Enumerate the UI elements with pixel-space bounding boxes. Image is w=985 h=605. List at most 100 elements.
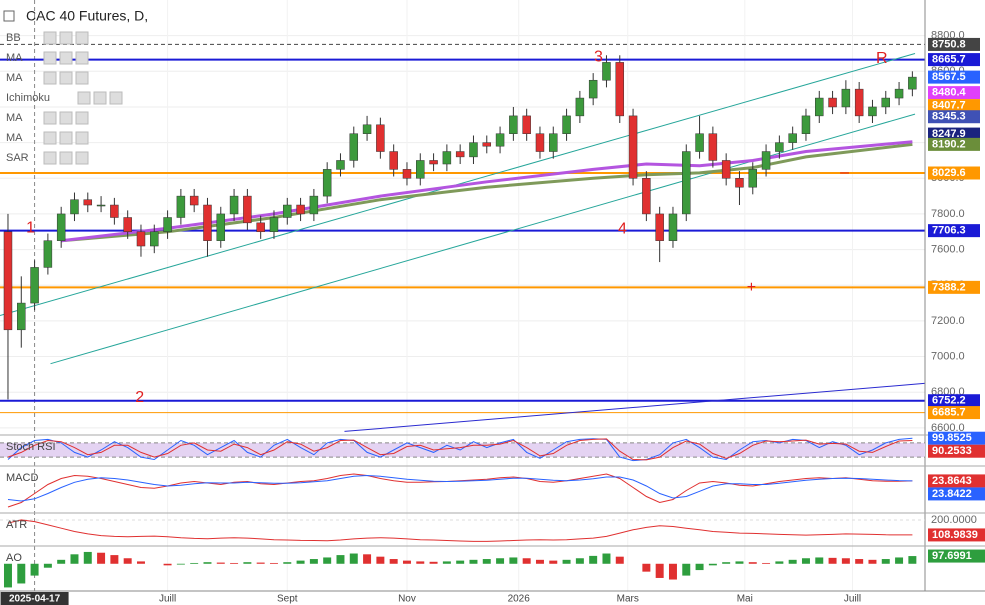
candle-body (628, 115, 638, 179)
candle-body (495, 133, 505, 147)
candle-body (708, 133, 718, 161)
candle-body (136, 231, 146, 247)
histogram-bar (615, 556, 624, 564)
candle-body (854, 88, 864, 117)
annotation: 4 (618, 220, 627, 237)
candle-body (389, 151, 398, 170)
indicator-button[interactable] (59, 151, 73, 165)
indicator-button[interactable] (43, 71, 57, 85)
candle-body (655, 213, 664, 241)
x-tick-label: Juill (844, 594, 861, 605)
indicator-button[interactable] (75, 151, 89, 165)
histogram-bar (775, 561, 784, 564)
candle-body (735, 178, 744, 188)
histogram-bar (828, 557, 837, 564)
candle-body (3, 231, 13, 331)
candle-body (429, 160, 438, 165)
price-label: 8750.8 (932, 38, 966, 50)
value-label: 108.9839 (932, 529, 978, 541)
histogram-bar (43, 563, 52, 568)
candle-body (376, 124, 385, 152)
indicator-button[interactable] (43, 151, 57, 165)
price-label: 7706.3 (932, 225, 966, 237)
histogram-bar (389, 559, 398, 564)
candle-body (761, 151, 771, 170)
price-label: 8345.3 (932, 111, 966, 123)
price-label-box (928, 166, 980, 180)
indicator-button[interactable] (75, 111, 89, 125)
indicator-button[interactable] (77, 91, 91, 105)
histogram-bar (655, 563, 664, 578)
candle-body (615, 62, 625, 117)
y-tick-label: 200.0000 (931, 514, 977, 526)
indicator-button[interactable] (43, 31, 57, 45)
y-tick-label: 7800.0 (931, 208, 965, 220)
y-tick-label: 7200.0 (931, 315, 965, 327)
indicator-button[interactable] (59, 31, 73, 45)
histogram-bar (895, 557, 904, 564)
histogram-bar (575, 558, 584, 564)
indicator-button[interactable] (43, 111, 57, 125)
indicator-label: MA (6, 112, 23, 124)
indicator-button[interactable] (59, 71, 73, 85)
candle-body (216, 213, 226, 241)
histogram-bar (203, 562, 212, 564)
band (0, 442, 925, 458)
indicator-button[interactable] (59, 131, 73, 145)
candle-body (349, 133, 359, 161)
indicator-button[interactable] (59, 111, 73, 125)
histogram-bar (442, 561, 451, 564)
candle-body (123, 217, 132, 233)
legend-icon (3, 10, 15, 22)
candle-body (509, 115, 518, 134)
indicator-button[interactable] (75, 131, 89, 145)
y-tick-label: 7600.0 (931, 243, 965, 255)
candle-body (549, 133, 558, 152)
indicator-button[interactable] (43, 131, 57, 145)
histogram-bar (57, 559, 66, 564)
histogram-bar (256, 562, 265, 564)
y-tick-label: 7000.0 (931, 350, 965, 362)
indicator-label: MA (6, 132, 23, 144)
price-label-box (928, 99, 980, 113)
indicator-line (7, 438, 913, 461)
price-label: 8029.6 (932, 167, 966, 179)
candle-body (256, 222, 265, 233)
value-label: 23.8643 (932, 475, 972, 487)
trend-line (50, 113, 916, 365)
histogram-bar (509, 557, 518, 564)
annotation: 2 (135, 389, 144, 406)
candle-body (482, 142, 492, 147)
indicator-button[interactable] (93, 91, 107, 105)
price-label: 8247.9 (932, 128, 966, 140)
candle-body (881, 97, 891, 108)
candle-body (721, 160, 731, 179)
histogram-bar (216, 562, 225, 564)
annotation: R (876, 50, 888, 67)
indicator-button[interactable] (109, 91, 123, 105)
histogram-bar (602, 553, 611, 564)
indicator-button[interactable] (75, 31, 89, 45)
candle-body (30, 267, 39, 304)
x-tick-label: Sept (277, 594, 298, 605)
histogram-bar (549, 560, 558, 564)
date-marker-box (0, 592, 69, 605)
indicator-button[interactable] (75, 51, 89, 65)
indicator-button[interactable] (43, 51, 57, 65)
histogram-bar (269, 562, 278, 564)
histogram-bar (376, 556, 385, 564)
candle-body (56, 213, 66, 241)
value-label: 23.8422 (932, 488, 972, 500)
indicator-button[interactable] (59, 51, 73, 65)
candle-body (283, 204, 292, 218)
candle-body (788, 133, 797, 143)
histogram-bar (482, 559, 491, 564)
price-label: 8480.4 (932, 87, 967, 99)
indicator-button[interactable] (75, 71, 89, 85)
x-tick-label: 2026 (508, 594, 531, 605)
histogram-bar (735, 561, 744, 564)
annotation: – (840, 164, 849, 181)
